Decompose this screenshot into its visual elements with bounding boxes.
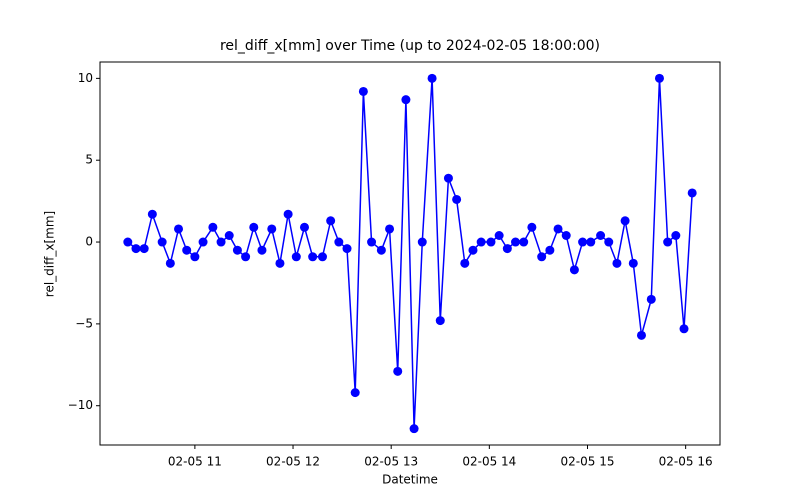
point: [612, 258, 622, 268]
point: [123, 237, 133, 247]
point: [216, 237, 226, 247]
point: [409, 424, 419, 434]
point: [604, 237, 614, 247]
point: [131, 244, 141, 254]
y-tick-label: −5: [75, 316, 93, 330]
point: [249, 222, 259, 232]
point: [452, 194, 462, 204]
point: [646, 294, 656, 304]
point: [283, 209, 293, 219]
point: [224, 230, 234, 240]
point: [385, 224, 395, 234]
point: [182, 245, 192, 255]
point: [190, 252, 200, 262]
point: [317, 252, 327, 262]
point: [671, 230, 681, 240]
point: [502, 244, 512, 254]
x-tick-label: 02-05 13: [364, 455, 418, 469]
point: [257, 245, 267, 255]
point: [460, 258, 470, 268]
point: [663, 237, 673, 247]
point: [147, 209, 157, 219]
y-tick-label: 10: [78, 71, 93, 85]
point: [367, 237, 377, 247]
point: [511, 237, 521, 247]
point: [299, 222, 309, 232]
point: [267, 224, 277, 234]
point: [553, 224, 563, 234]
point: [486, 237, 496, 247]
point: [139, 244, 149, 254]
y-tick-label: 5: [85, 153, 93, 167]
point: [654, 73, 664, 83]
point: [687, 188, 697, 198]
plot-frame: [99, 61, 721, 446]
point: [561, 230, 571, 240]
point: [578, 237, 588, 247]
point: [586, 237, 596, 247]
point: [198, 237, 208, 247]
y-tick-label: 0: [85, 235, 93, 249]
point: [342, 244, 352, 254]
point: [275, 258, 285, 268]
y-tick-label: −10: [68, 398, 93, 412]
point: [393, 366, 403, 376]
x-tick-label: 02-05 15: [561, 455, 615, 469]
point: [620, 216, 630, 226]
point: [376, 245, 386, 255]
x-tick-label: 02-05 11: [168, 455, 222, 469]
point: [334, 237, 344, 247]
point: [537, 252, 547, 262]
point: [326, 216, 336, 226]
point: [401, 95, 411, 105]
point: [636, 330, 646, 340]
point: [232, 245, 242, 255]
point: [476, 237, 486, 247]
point: [628, 258, 638, 268]
point: [157, 237, 167, 247]
x-tick-label: 02-05 14: [462, 455, 516, 469]
line: [127, 78, 693, 429]
point: [427, 73, 437, 83]
point: [569, 265, 579, 275]
x-axis-label: Datetime: [382, 473, 438, 487]
point: [443, 173, 453, 183]
point: [545, 245, 555, 255]
chart-title: rel_diff_x[mm] over Time (up to 2024-02-…: [220, 38, 600, 54]
point: [679, 324, 689, 334]
point: [174, 224, 184, 234]
point: [241, 252, 251, 262]
point: [519, 237, 529, 247]
point: [165, 258, 175, 268]
x-tick-label: 02-05 12: [266, 455, 320, 469]
point: [494, 230, 504, 240]
y-axis-label: rel_diff_x[mm]: [43, 211, 57, 297]
point: [291, 252, 301, 262]
point: [358, 86, 368, 96]
point: [208, 222, 218, 232]
point: [468, 245, 478, 255]
point: [308, 252, 318, 262]
point: [527, 222, 537, 232]
point: [350, 388, 360, 398]
point: [596, 230, 606, 240]
x-tick-label: 02-05 16: [659, 455, 713, 469]
point: [435, 316, 445, 326]
point: [417, 237, 427, 247]
